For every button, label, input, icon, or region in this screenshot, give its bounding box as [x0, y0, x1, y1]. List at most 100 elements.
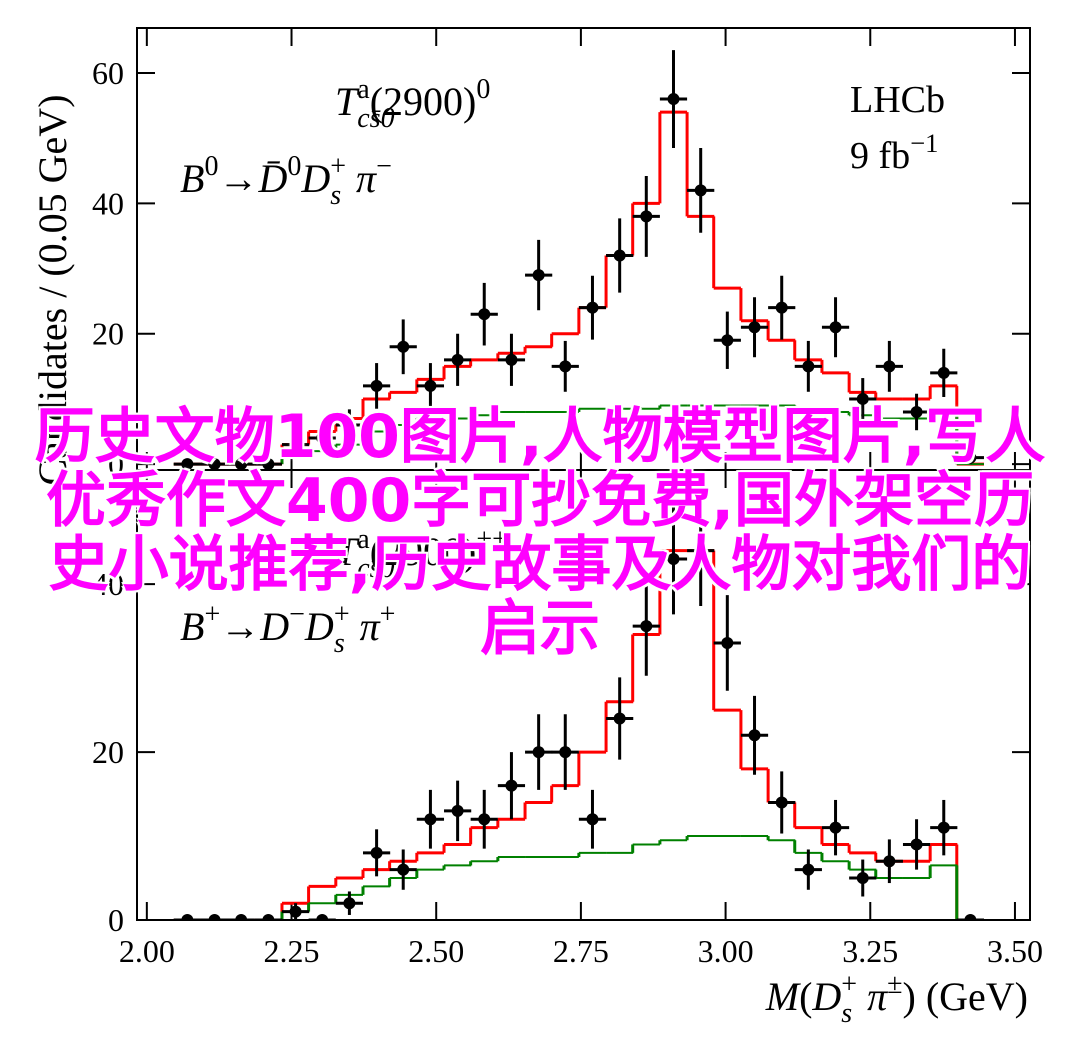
data-point [578, 789, 607, 849]
marker [532, 269, 545, 282]
annotation: B+→D−Ds+ π+ [180, 599, 395, 659]
marker [586, 301, 599, 314]
y-tick-label: 40 [92, 566, 124, 602]
marker [235, 458, 248, 470]
x-tick-label: 2.25 [264, 933, 320, 969]
data-point [416, 789, 445, 849]
marker [208, 458, 221, 470]
marker [721, 636, 734, 649]
data-point [875, 839, 903, 884]
data-point [470, 789, 498, 849]
text-part: (2900) [370, 79, 477, 124]
y-tick-label: 20 [92, 316, 124, 352]
superscript: a [357, 524, 370, 555]
text-part: D [304, 604, 334, 649]
data-point [416, 363, 445, 409]
marker [316, 432, 329, 445]
marker [613, 249, 626, 262]
marker [262, 458, 275, 470]
text-part: D [811, 974, 841, 1019]
marker [505, 353, 518, 366]
marker [775, 301, 788, 314]
data-point [821, 799, 850, 856]
marker [559, 746, 572, 759]
data-point [606, 677, 634, 760]
y-tick-label: 40 [92, 185, 124, 221]
data-point [444, 780, 472, 842]
marker [397, 863, 410, 876]
text-part: π [350, 604, 381, 649]
marker [748, 321, 761, 334]
text-part: → [220, 604, 260, 649]
superscript: a [357, 74, 370, 105]
marker [910, 838, 923, 851]
text-part: M [765, 974, 802, 1019]
superscript: + [380, 599, 396, 630]
marker [937, 366, 950, 379]
marker [181, 458, 194, 470]
data-point [308, 425, 336, 452]
data-point [606, 218, 634, 293]
data-point [768, 275, 796, 340]
superscript: − [376, 151, 392, 182]
data-point [578, 275, 607, 340]
data-point [713, 595, 741, 691]
superscript: 0 [204, 151, 218, 182]
marker [802, 360, 815, 373]
data-point [740, 695, 769, 775]
marker [964, 451, 977, 464]
data-point [173, 458, 201, 470]
subscript: s [330, 180, 341, 211]
data-point [551, 340, 579, 392]
data-point [956, 914, 984, 920]
marker [478, 813, 491, 826]
data-point [875, 340, 903, 392]
subscript: cs̄0 [357, 103, 394, 134]
marker [235, 914, 248, 920]
marker [694, 184, 707, 197]
data-point [794, 849, 822, 890]
marker [370, 846, 383, 859]
x-tick-label: 2.00 [119, 933, 175, 969]
data-point [930, 799, 958, 856]
text-part: ) (GeV) [903, 974, 1029, 1019]
subscript: cs̄0 [357, 553, 394, 584]
text-part: T [335, 79, 360, 124]
data-point [389, 319, 417, 375]
text-part: B [180, 156, 204, 201]
marker [478, 308, 491, 321]
data-point [362, 363, 391, 409]
superscript: ± [887, 969, 902, 1000]
text-part: (2900) [370, 529, 477, 574]
marker [964, 914, 977, 920]
data-point [497, 752, 526, 820]
annotation: LHCb [850, 79, 945, 121]
marker [289, 905, 302, 918]
marker [289, 438, 302, 451]
marker [424, 813, 437, 826]
data-point [740, 297, 769, 358]
marker [856, 392, 869, 405]
marker [829, 821, 842, 834]
data-point [470, 282, 498, 346]
marker [532, 746, 545, 759]
marker [181, 914, 194, 920]
y-tick-label: 0 [108, 446, 124, 482]
data-point [227, 914, 255, 920]
annotation: B0→D̄0Ds+ π− [180, 151, 392, 211]
overlay-text: 历史文物100图片,人物模型图片,写人优秀作文400字可抄免费,国外架空历史小说… [34, 402, 1046, 664]
text-part: π [857, 974, 888, 1019]
data-point [849, 378, 877, 420]
marker [559, 360, 572, 373]
marker [370, 379, 383, 392]
data-point [956, 451, 984, 465]
x-axis-label: M(Ds+ π±) (GeV) [765, 969, 1028, 1029]
data-point [335, 409, 363, 441]
marker [829, 321, 842, 334]
marker [667, 552, 680, 565]
data-point [659, 50, 688, 148]
text-part: → [218, 156, 258, 201]
annotation: 9 fb−1 [850, 128, 938, 177]
data-point [821, 297, 850, 358]
